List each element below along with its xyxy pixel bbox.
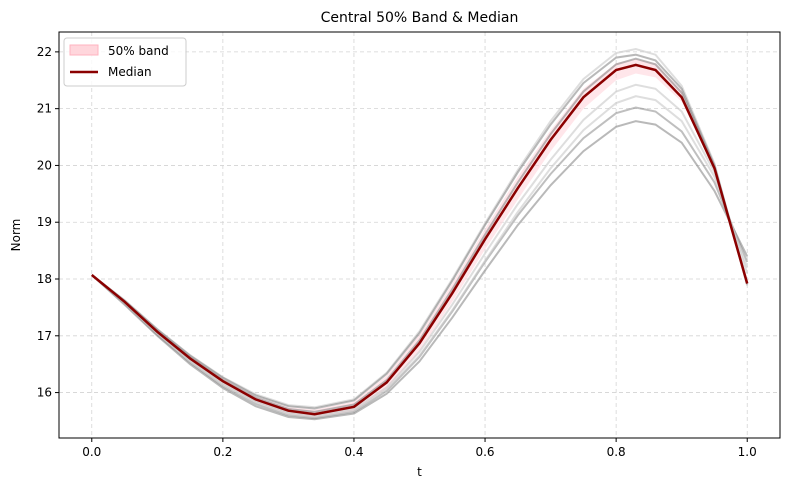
sample-curve xyxy=(91,53,749,410)
y-tick-label: 19 xyxy=(37,215,52,229)
legend-median-label: Median xyxy=(108,65,152,79)
y-ticks: 16 17 18 19 20 21 22 xyxy=(37,45,59,400)
median-layer xyxy=(91,63,749,416)
x-tick-label: 0.4 xyxy=(344,445,363,459)
y-tick-label: 22 xyxy=(37,45,52,59)
sample-curve xyxy=(91,120,749,421)
x-tick-label: 0.8 xyxy=(607,445,626,459)
y-axis-label: Norm xyxy=(9,219,23,252)
median-line xyxy=(91,63,749,416)
chart-title: Central 50% Band & Median xyxy=(321,10,519,26)
x-tick-label: 0.2 xyxy=(213,445,232,459)
y-tick-label: 18 xyxy=(37,272,52,286)
x-ticks: 0.0 0.2 0.4 0.6 0.8 1.0 xyxy=(82,438,757,459)
y-tick-label: 17 xyxy=(37,329,52,343)
x-tick-label: 0.0 xyxy=(82,445,101,459)
y-tick-label: 16 xyxy=(37,386,52,400)
y-tick-label: 21 xyxy=(37,102,52,116)
sample-curve xyxy=(91,83,749,417)
plot-frame xyxy=(58,31,781,439)
legend-band-label: 50% band xyxy=(108,44,169,58)
y-tick-label: 20 xyxy=(37,158,52,172)
x-tick-label: 0.6 xyxy=(475,445,494,459)
legend-band-swatch xyxy=(69,44,99,56)
x-axis-label: t xyxy=(417,465,422,479)
x-tick-label: 1.0 xyxy=(738,445,757,459)
legend: 50% band Median xyxy=(63,37,187,87)
